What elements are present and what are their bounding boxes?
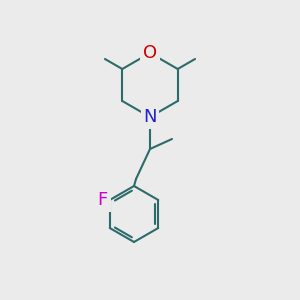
Text: F: F bbox=[98, 191, 108, 209]
Text: N: N bbox=[143, 108, 157, 126]
Text: O: O bbox=[143, 44, 157, 62]
